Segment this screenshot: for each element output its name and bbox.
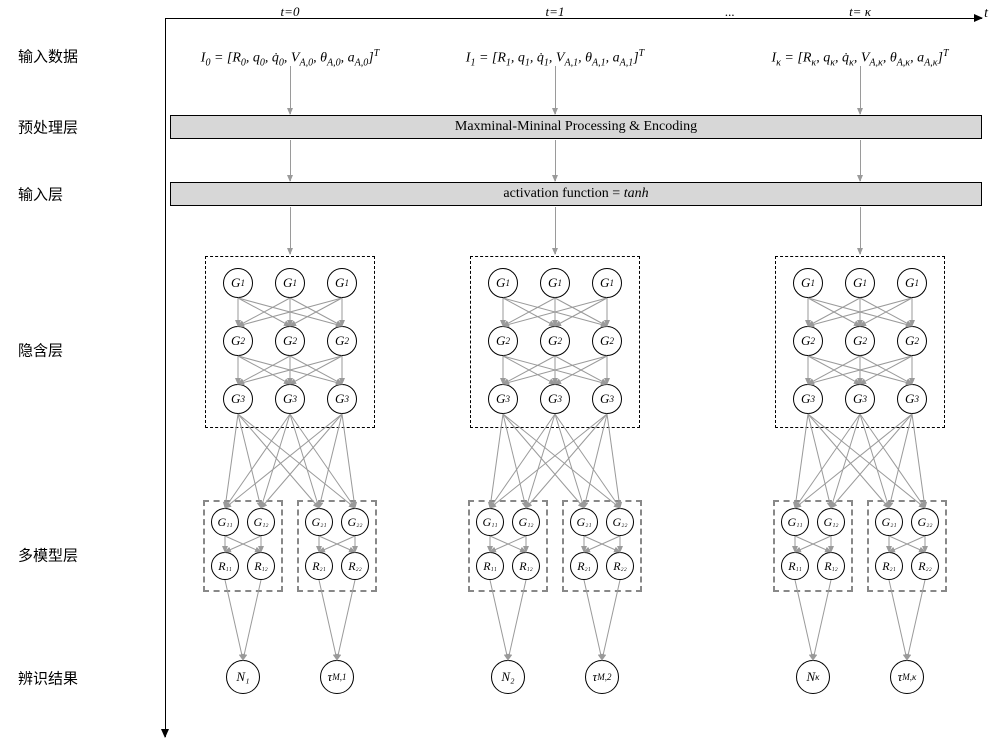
result-node: N₁ [226,660,260,694]
multimodel-r-node: R₂₁ [875,552,903,580]
hidden-node: G3 [897,384,927,414]
hidden-node: G2 [488,326,518,356]
time-axis-label: t [984,6,988,22]
multimodel-g-node: G₁₂ [817,508,845,536]
hidden-node: G1 [488,268,518,298]
hidden-node: G3 [488,384,518,414]
multimodel-g-node: G₁₁ [781,508,809,536]
time-tick: t=0 [281,4,300,20]
hidden-node: G1 [592,268,622,298]
flow-arrow [860,207,861,254]
multimodel-r-node: R₂₂ [341,552,369,580]
hidden-node: G3 [275,384,305,414]
hidden-node: G2 [845,326,875,356]
hidden-node: G3 [540,384,570,414]
hidden-node: G3 [592,384,622,414]
row-label: 预处理层 [18,117,158,138]
hidden-node: G3 [845,384,875,414]
flow-arrow [555,66,556,114]
result-node: Nκ [796,660,830,694]
multimodel-r-node: R₁₂ [817,552,845,580]
multimodel-g-node: G₂₁ [875,508,903,536]
result-node: τM,2 [585,660,619,694]
multimodel-g-node: G₂₁ [305,508,333,536]
multimodel-g-node: G₁₂ [247,508,275,536]
preprocess-band: Maxminal-Mininal Processing & Encoding [170,115,982,139]
multimodel-r-node: R₂₁ [305,552,333,580]
hidden-node: G2 [793,326,823,356]
hidden-node: G1 [540,268,570,298]
flow-arrow [860,66,861,114]
multimodel-g-node: G₂₁ [570,508,598,536]
input-layer-band: activation function = tanh [170,182,982,206]
row-label: 输入数据 [18,46,158,67]
row-label: 多模型层 [18,545,158,566]
hidden-node: G3 [223,384,253,414]
flow-arrow [555,207,556,254]
multimodel-g-node: G₁₂ [512,508,540,536]
hidden-node: G2 [540,326,570,356]
hidden-node: G3 [793,384,823,414]
multimodel-g-node: G₂₂ [606,508,634,536]
flow-arrow [860,140,861,181]
time-tick: t=1 [546,4,565,20]
hidden-node: G1 [793,268,823,298]
hidden-node: G1 [897,268,927,298]
result-node: τM,1 [320,660,354,694]
row-label: 输入层 [18,184,158,205]
hidden-node: G1 [327,268,357,298]
diagram-root: t t=0t=1...t= κ输入数据预处理层输入层隐含层多模型层辨识结果I0 … [10,10,990,741]
multimodel-g-node: G₁₁ [476,508,504,536]
hidden-node: G1 [275,268,305,298]
stage-axis [165,18,166,737]
hidden-node: G2 [327,326,357,356]
hidden-node: G2 [897,326,927,356]
result-node: τM,κ [890,660,924,694]
multimodel-r-node: R₂₂ [911,552,939,580]
multimodel-r-node: R₁₂ [512,552,540,580]
result-node: N₂ [491,660,525,694]
hidden-node: G2 [275,326,305,356]
flow-arrow [290,140,291,181]
multimodel-r-node: R₁₁ [476,552,504,580]
multimodel-r-node: R₁₂ [247,552,275,580]
multimodel-r-node: R₂₁ [570,552,598,580]
time-tick: ... [725,4,735,20]
hidden-node: G3 [327,384,357,414]
multimodel-r-node: R₂₂ [606,552,634,580]
multimodel-g-node: G₂₂ [341,508,369,536]
hidden-node: G1 [223,268,253,298]
time-tick: t= κ [849,4,871,20]
multimodel-r-node: R₁₁ [211,552,239,580]
flow-arrow [290,207,291,254]
multimodel-r-node: R₁₁ [781,552,809,580]
multimodel-g-node: G₁₁ [211,508,239,536]
row-label: 隐含层 [18,340,158,361]
hidden-node: G1 [845,268,875,298]
hidden-node: G2 [592,326,622,356]
row-label: 辨识结果 [18,668,158,689]
multimodel-g-node: G₂₂ [911,508,939,536]
flow-arrow [555,140,556,181]
flow-arrow [290,66,291,114]
hidden-node: G2 [223,326,253,356]
